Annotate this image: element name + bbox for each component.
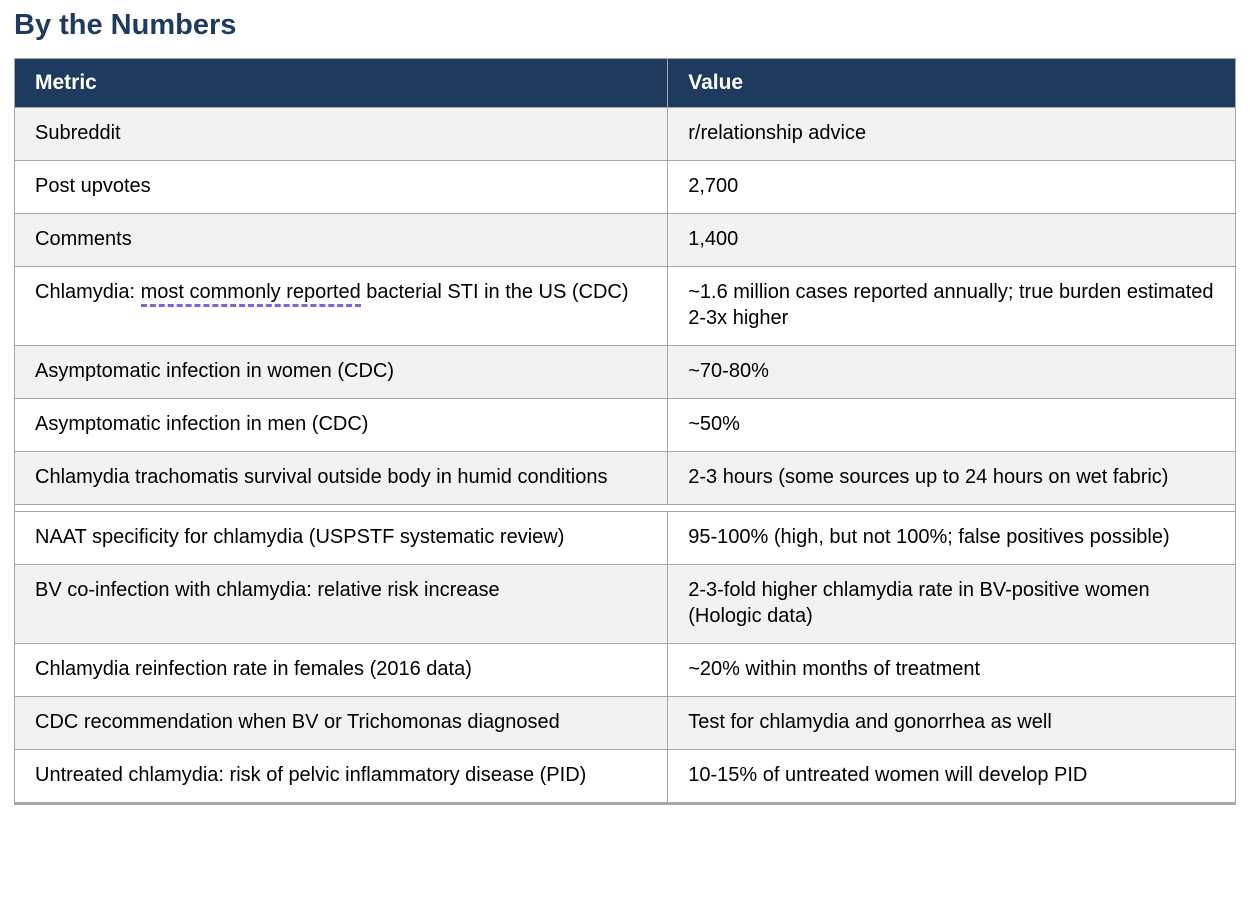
metric-cell: Chlamydia trachomatis survival outside b…: [13, 451, 669, 505]
metric-cell: Untreated chlamydia: risk of pelvic infl…: [13, 749, 669, 804]
value-cell: ~20% within months of treatment: [667, 643, 1236, 697]
metric-text: bacterial STI in the US (CDC): [360, 281, 629, 303]
value-cell: 2-3 hours (some sources up to 24 hours o…: [667, 451, 1236, 505]
metric-cell: Comments: [13, 213, 669, 267]
metric-text: Chlamydia:: [35, 281, 141, 303]
metric-cell: Chlamydia: most commonly reported bacter…: [13, 266, 669, 346]
table-row: Post upvotes 2,700: [13, 160, 1236, 214]
table-row: NAAT specificity for chlamydia (USPSTF s…: [13, 511, 1236, 565]
table-header-row: Metric Value: [13, 58, 1236, 108]
metric-cell: Subreddit: [13, 107, 669, 161]
table-row: Asymptomatic infection in men (CDC) ~50%: [13, 398, 1236, 452]
value-cell: ~1.6 million cases reported annually; tr…: [667, 266, 1236, 346]
value-cell: 10-15% of untreated women will develop P…: [667, 749, 1236, 804]
table-body: Subreddit r/relationship advice Post upvot…: [13, 107, 1236, 804]
spacer-cell: [14, 504, 1236, 512]
value-cell: 2,700: [667, 160, 1236, 214]
spellcheck-suggestion-underline[interactable]: most commonly reported: [140, 281, 361, 307]
table-row: Chlamydia: most commonly reported bacter…: [13, 266, 1236, 346]
spacer-row: [14, 504, 1236, 512]
metric-cell: BV co-infection with chlamydia: relative…: [13, 564, 669, 644]
value-cell: ~70-80%: [667, 345, 1236, 399]
page-title: By the Numbers: [14, 9, 237, 41]
table-row: Subreddit r/relationship advice: [13, 107, 1236, 161]
by-the-numbers-table: Metric Value Subreddit r/relationship adv…: [13, 58, 1236, 805]
table-row: Chlamydia trachomatis survival outside b…: [13, 451, 1236, 505]
table-row: Untreated chlamydia: risk of pelvic infl…: [13, 749, 1236, 804]
table-row: CDC recommendation when BV or Trichomona…: [13, 696, 1236, 750]
metric-cell: NAAT specificity for chlamydia (USPSTF s…: [13, 511, 669, 565]
metric-cell: Asymptomatic infection in women (CDC): [13, 345, 669, 399]
metric-cell: Asymptomatic infection in men (CDC): [13, 398, 669, 452]
table-row: Comments 1,400: [13, 213, 1236, 267]
value-cell: 1,400: [667, 213, 1236, 267]
value-cell: 95-100% (high, but not 100%; false posit…: [667, 511, 1236, 565]
table-row: Asymptomatic infection in women (CDC) ~70…: [13, 345, 1236, 399]
column-header-value: Value: [667, 58, 1236, 108]
value-cell: Test for chlamydia and gonorrhea as well: [667, 696, 1236, 750]
value-cell: r/relationship advice: [667, 107, 1236, 161]
metric-cell: Post upvotes: [13, 160, 669, 214]
table-row: Chlamydia reinfection rate in females (2…: [13, 643, 1236, 697]
metric-cell: Chlamydia reinfection rate in females (2…: [13, 643, 669, 697]
document-page: By the Numbers Metric Value Subreddit r/r…: [13, 9, 1236, 805]
value-cell: ~50%: [667, 398, 1236, 452]
column-header-metric: Metric: [13, 58, 669, 108]
table-row: BV co-infection with chlamydia: relative…: [13, 564, 1236, 644]
metric-cell: CDC recommendation when BV or Trichomona…: [13, 696, 669, 750]
value-cell: 2-3-fold higher chlamydia rate in BV-pos…: [667, 564, 1236, 644]
